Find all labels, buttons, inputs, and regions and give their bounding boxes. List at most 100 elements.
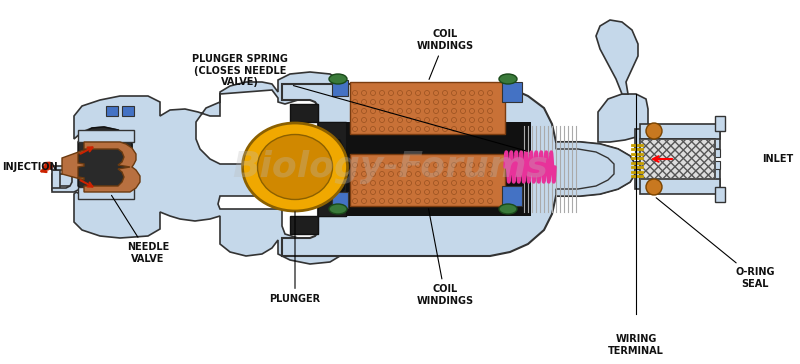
Circle shape bbox=[470, 198, 474, 203]
Circle shape bbox=[470, 190, 474, 194]
Circle shape bbox=[353, 99, 358, 104]
Circle shape bbox=[379, 99, 385, 104]
Circle shape bbox=[370, 198, 375, 203]
Circle shape bbox=[370, 190, 375, 194]
Circle shape bbox=[406, 181, 411, 186]
Circle shape bbox=[434, 198, 438, 203]
Circle shape bbox=[425, 127, 430, 131]
Polygon shape bbox=[598, 94, 648, 142]
Circle shape bbox=[379, 118, 385, 123]
Bar bbox=[502, 82, 522, 102]
Circle shape bbox=[362, 99, 366, 104]
Circle shape bbox=[434, 127, 438, 131]
Text: NEEDLE
VALVE: NEEDLE VALVE bbox=[111, 195, 169, 264]
Circle shape bbox=[406, 162, 411, 167]
Circle shape bbox=[370, 127, 375, 131]
Circle shape bbox=[398, 99, 402, 104]
Circle shape bbox=[478, 118, 483, 123]
Text: INJECTION: INJECTION bbox=[2, 162, 58, 172]
Bar bbox=[52, 174, 74, 186]
Circle shape bbox=[406, 171, 411, 177]
Circle shape bbox=[425, 198, 430, 203]
Circle shape bbox=[415, 127, 421, 131]
Circle shape bbox=[461, 99, 466, 104]
Circle shape bbox=[461, 127, 466, 131]
Circle shape bbox=[487, 198, 493, 203]
Circle shape bbox=[461, 162, 466, 167]
Circle shape bbox=[398, 171, 402, 177]
Polygon shape bbox=[556, 142, 635, 196]
Bar bbox=[640, 124, 720, 139]
Circle shape bbox=[406, 118, 411, 123]
Circle shape bbox=[470, 162, 474, 167]
Circle shape bbox=[461, 181, 466, 186]
Circle shape bbox=[370, 118, 375, 123]
Circle shape bbox=[389, 127, 394, 131]
Circle shape bbox=[425, 190, 430, 194]
Circle shape bbox=[370, 181, 375, 186]
Circle shape bbox=[389, 181, 394, 186]
Circle shape bbox=[478, 108, 483, 114]
Circle shape bbox=[442, 127, 447, 131]
Circle shape bbox=[362, 162, 366, 167]
Circle shape bbox=[461, 171, 466, 177]
Circle shape bbox=[470, 171, 474, 177]
Circle shape bbox=[415, 181, 421, 186]
Circle shape bbox=[353, 127, 358, 131]
Polygon shape bbox=[52, 166, 84, 192]
Bar bbox=[640, 139, 715, 179]
Bar bbox=[78, 130, 134, 142]
Ellipse shape bbox=[242, 123, 347, 211]
Circle shape bbox=[434, 108, 438, 114]
Text: COIL
WINDINGS: COIL WINDINGS bbox=[417, 209, 474, 306]
Circle shape bbox=[425, 99, 430, 104]
Circle shape bbox=[406, 127, 411, 131]
Ellipse shape bbox=[499, 204, 517, 214]
Circle shape bbox=[415, 162, 421, 167]
Circle shape bbox=[406, 190, 411, 194]
Circle shape bbox=[434, 190, 438, 194]
Bar bbox=[635, 161, 720, 169]
Bar bbox=[715, 116, 725, 131]
Text: O-RING
SEAL: O-RING SEAL bbox=[656, 198, 774, 289]
Circle shape bbox=[478, 99, 483, 104]
Circle shape bbox=[379, 181, 385, 186]
Text: PLUNGER: PLUNGER bbox=[270, 212, 321, 304]
Circle shape bbox=[389, 99, 394, 104]
Circle shape bbox=[478, 91, 483, 95]
Circle shape bbox=[487, 190, 493, 194]
Circle shape bbox=[379, 171, 385, 177]
Circle shape bbox=[362, 108, 366, 114]
Circle shape bbox=[487, 91, 493, 95]
Circle shape bbox=[461, 198, 466, 203]
Circle shape bbox=[434, 181, 438, 186]
Circle shape bbox=[353, 181, 358, 186]
Circle shape bbox=[451, 171, 457, 177]
Circle shape bbox=[451, 127, 457, 131]
Text: PLUNGER SPRING
(CLOSES NEEDLE
VALVE): PLUNGER SPRING (CLOSES NEEDLE VALVE) bbox=[192, 54, 527, 151]
Circle shape bbox=[425, 118, 430, 123]
Circle shape bbox=[389, 108, 394, 114]
Circle shape bbox=[362, 181, 366, 186]
Circle shape bbox=[353, 162, 358, 167]
Circle shape bbox=[379, 108, 385, 114]
Circle shape bbox=[398, 198, 402, 203]
Circle shape bbox=[478, 162, 483, 167]
Circle shape bbox=[362, 171, 366, 177]
Circle shape bbox=[451, 99, 457, 104]
Circle shape bbox=[442, 99, 447, 104]
Circle shape bbox=[398, 162, 402, 167]
Circle shape bbox=[415, 91, 421, 95]
Circle shape bbox=[434, 118, 438, 123]
Bar bbox=[635, 149, 720, 157]
Circle shape bbox=[478, 127, 483, 131]
Circle shape bbox=[442, 190, 447, 194]
Polygon shape bbox=[78, 127, 132, 192]
Circle shape bbox=[461, 91, 466, 95]
Ellipse shape bbox=[499, 74, 517, 84]
Circle shape bbox=[434, 99, 438, 104]
Circle shape bbox=[442, 91, 447, 95]
Circle shape bbox=[442, 181, 447, 186]
Circle shape bbox=[425, 108, 430, 114]
Circle shape bbox=[353, 91, 358, 95]
